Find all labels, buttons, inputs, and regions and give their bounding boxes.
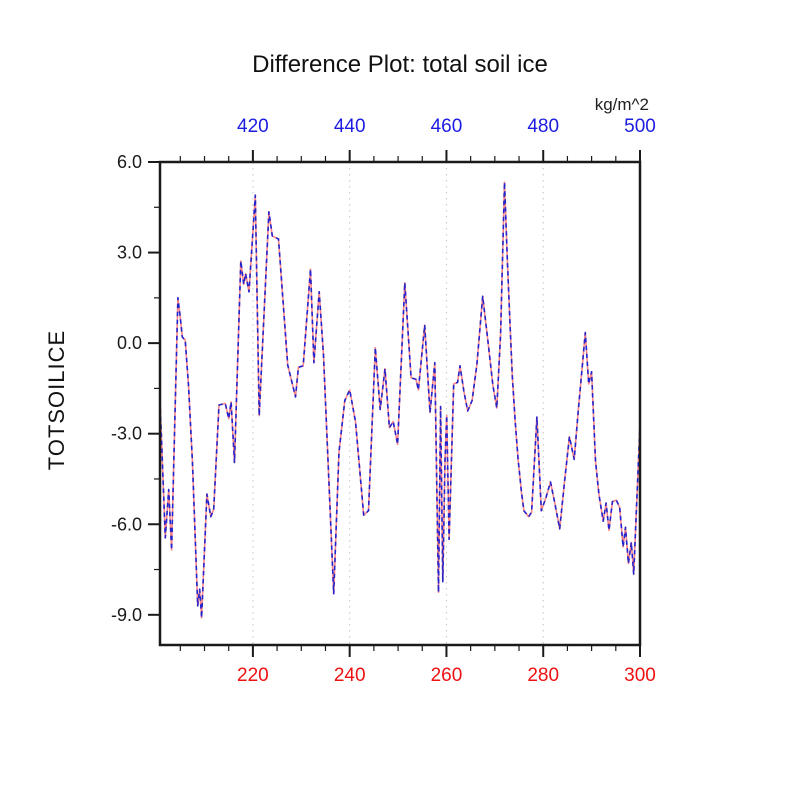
left-axis-tick-label: 6.0 xyxy=(117,152,142,172)
chart-title: Difference Plot: total soil ice xyxy=(252,51,548,78)
difference-dashed-overlay-line xyxy=(159,181,641,619)
top-axis-tick-label: 440 xyxy=(334,116,366,137)
bottom-axis-tick-label: 220 xyxy=(237,665,269,686)
left-axis-tick-label: -9.0 xyxy=(111,605,142,625)
top-axis-tick-label: 460 xyxy=(431,116,463,137)
y-axis-title: TOTSOILICE xyxy=(44,330,69,470)
left-axis-tick-label: 0.0 xyxy=(117,333,142,353)
top-axis-tick-label: 500 xyxy=(624,116,656,137)
left-axis-tick-label: -3.0 xyxy=(111,424,142,444)
plot-area: 220 240 260 280 300 420 440 460 480 500 6.0 3.0 0.0 -… xyxy=(111,116,656,686)
bottom-axis-tick-label: 300 xyxy=(624,665,656,686)
left-axis-tick-label: 3.0 xyxy=(117,243,142,263)
bottom-axis-tick-label: 240 xyxy=(334,665,366,686)
top-axis-unit-label: kg/m^2 xyxy=(595,95,649,114)
bottom-axis-tick-label: 260 xyxy=(431,665,463,686)
bottom-axis-tick-label: 280 xyxy=(527,665,559,686)
plot-frame xyxy=(158,160,642,647)
top-axis-tick-label: 480 xyxy=(527,116,559,137)
left-axis-tick-label: -6.0 xyxy=(111,514,142,534)
top-axis-tick-label: 420 xyxy=(237,116,269,137)
